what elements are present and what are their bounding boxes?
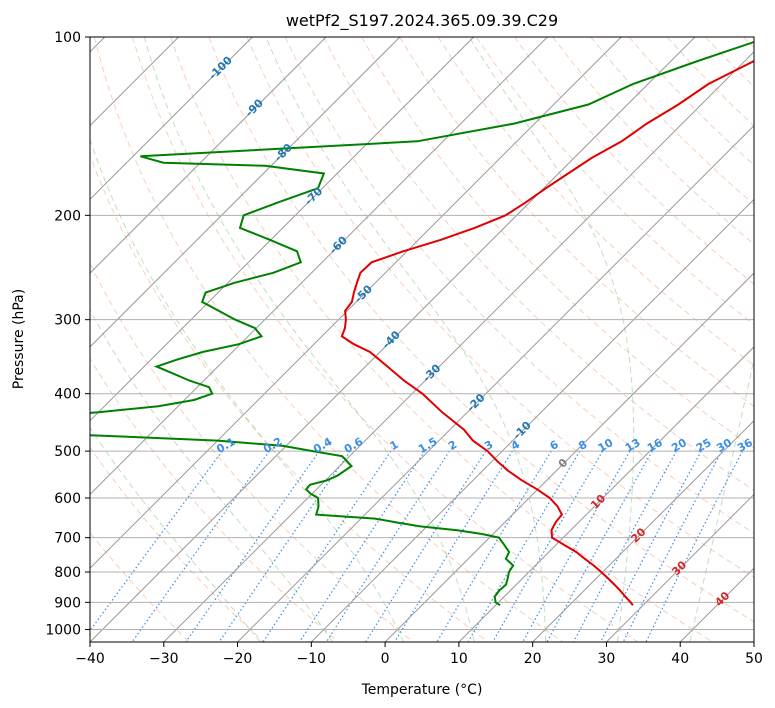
dry-adiabat: [208, 37, 754, 623]
mixing-ratio-line: [185, 450, 320, 642]
mixing-ratio-line: [546, 450, 653, 642]
dry-adiabat: [132, 37, 639, 642]
dewpoint-profile: [90, 40, 754, 607]
isotherm: [90, 37, 475, 422]
y-tick-label: 500: [54, 444, 81, 460]
isotherm: [753, 641, 754, 642]
x-tick-label: 40: [671, 651, 689, 667]
x-tick-label: 50: [745, 651, 763, 667]
mixing-ratio-line: [262, 450, 392, 642]
y-tick-label: 600: [54, 491, 81, 507]
dry-adiabat: [513, 37, 754, 285]
isotherm: [90, 37, 622, 569]
isotherm: [90, 37, 696, 642]
y-tick-label: 1000: [45, 622, 81, 638]
dry-adiabat: [475, 37, 754, 326]
isotherm: [90, 37, 401, 348]
x-tick-label: 20: [524, 651, 542, 667]
y-tick-label: 100: [54, 30, 81, 46]
y-axis-label: Pressure (hPa): [11, 289, 27, 389]
moist-adiabat: [143, 37, 475, 642]
dry-adiabat: [284, 37, 754, 535]
isotherm: [90, 37, 548, 496]
x-tick-label: 30: [598, 651, 616, 667]
x-axis: −40 −30 −20 −10 0 10 20 30 40 50: [75, 642, 763, 667]
mixing-ratio-line: [218, 450, 351, 642]
moist-adiabat: [265, 37, 547, 642]
dry-adiabat: [323, 37, 754, 492]
x-tick-label: −10: [297, 651, 327, 667]
y-tick-label: 200: [54, 208, 81, 224]
x-tick-label: −30: [149, 651, 179, 667]
mixing-ratio-line: [90, 450, 223, 632]
mixing-ratio-line: [492, 450, 604, 642]
x-tick-label: −20: [223, 651, 253, 667]
x-tick-label: −40: [75, 651, 105, 667]
x-tick-label: 10: [450, 651, 468, 667]
mixing-ratio-line: [622, 450, 723, 642]
isotherm: [606, 493, 754, 642]
moist-adiabat: [90, 308, 333, 642]
plot-background: [90, 37, 754, 642]
x-tick-label: 0: [381, 651, 390, 667]
y-tick-label: 900: [54, 595, 81, 611]
y-tick-label: 400: [54, 387, 81, 403]
isotherm: [163, 51, 754, 642]
dry-adiabat: [437, 37, 754, 366]
series-lines: [90, 40, 754, 607]
dry-adiabat: [93, 37, 564, 642]
moist-adiabat: [90, 137, 405, 642]
y-tick-label: 300: [54, 313, 81, 329]
mixing-ratio-line: [645, 450, 744, 642]
chart-title: wetPf2_S197.2024.365.09.39.C29: [286, 11, 558, 31]
dry-adiabat: [90, 446, 265, 642]
isotherm: [90, 37, 253, 201]
plot-frame: [89, 36, 755, 643]
dry-adiabat: [170, 37, 713, 642]
mixing-ratio-line: [299, 450, 426, 642]
mixing-ratio-line: [522, 450, 631, 642]
x-axis-label: Temperature (°C): [361, 682, 483, 698]
y-tick-label: 800: [54, 565, 81, 581]
mixing-ratio-line: [572, 450, 677, 642]
dry-adiabat: [90, 357, 339, 642]
mixing-ratio-line: [600, 450, 702, 642]
isotherm: [237, 124, 754, 642]
dry-adiabat: [246, 37, 754, 578]
moist-adiabat: [90, 426, 261, 642]
y-tick-label: 700: [54, 531, 81, 547]
isotherm: [90, 37, 327, 274]
isotherm: [310, 198, 754, 642]
isotherm: [532, 419, 754, 642]
isotherm: [384, 272, 754, 642]
temperature-profile: [340, 59, 754, 606]
y-axis: 100 200 300 400 500 600 700 800 900 1000: [45, 30, 90, 638]
moist-adiabat: [689, 356, 754, 642]
